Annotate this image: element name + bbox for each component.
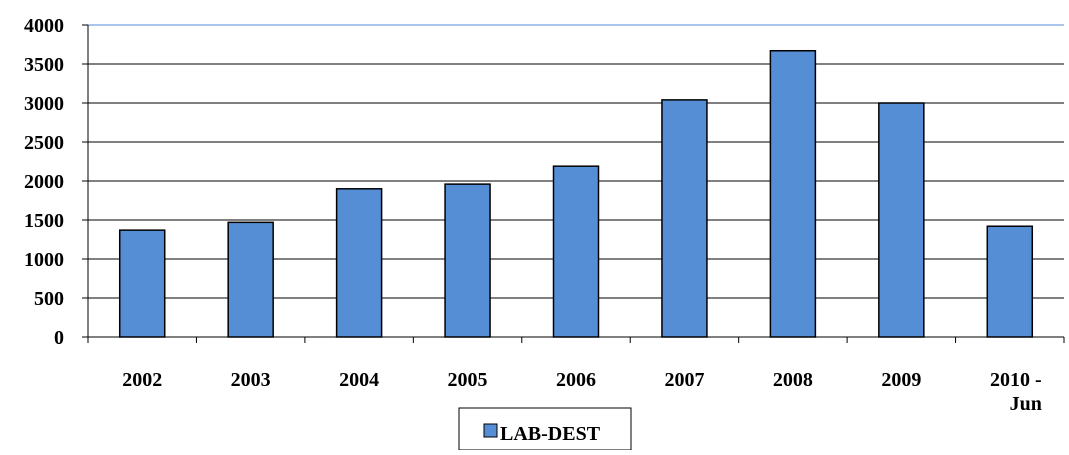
bar-2010-Jun [986,225,1034,338]
x-tick-label: 2004 [339,369,379,391]
x-tick-label: 2005 [448,369,488,391]
x-tick-label-line2: Jun [1010,393,1042,415]
bar-2004 [335,188,383,338]
y-tick-label: 0 [54,327,64,349]
bar-2007 [661,99,708,338]
legend-swatch-lab-dest [483,423,498,438]
bars [118,49,1034,338]
legend: LAB-DEST [458,407,632,451]
bar-2002 [118,229,166,338]
y-tick-label: 1000 [24,249,64,271]
legend-label-lab-dest: LAB-DEST [500,423,601,445]
y-tick-label: 1500 [24,210,64,232]
x-axis-tick-labels: 2002 2003 2004 2005 2006 2007 2008 2009 2010 -Ju… [122,369,1042,415]
bar-2006 [552,165,600,338]
bar-2005 [444,183,491,338]
y-tick-label: 3000 [24,93,64,115]
y-tick-label: 2000 [24,171,64,193]
y-tick-label: 4000 [24,15,64,37]
axes [87,25,1065,343]
y-tick-label: 500 [34,288,64,310]
x-tick-label: 2008 [773,369,813,391]
x-tick-label: 2007 [664,369,704,391]
bar-2008 [769,49,817,338]
y-tick-label: 3500 [24,54,64,76]
x-tick-label: 2002 [122,369,162,391]
bar-2009 [878,102,925,338]
x-tick-label: 2003 [231,369,271,391]
x-tick-label: 2006 [556,369,596,391]
x-tick-label: 2009 [881,369,921,391]
bar-2003 [227,221,274,338]
x-tick-label: 2010 - [990,369,1042,391]
y-tick-label: 2500 [24,132,64,154]
y-axis-tick-labels: 0 500 1000 1500 2000 2500 3000 3500 4000 [24,15,88,349]
